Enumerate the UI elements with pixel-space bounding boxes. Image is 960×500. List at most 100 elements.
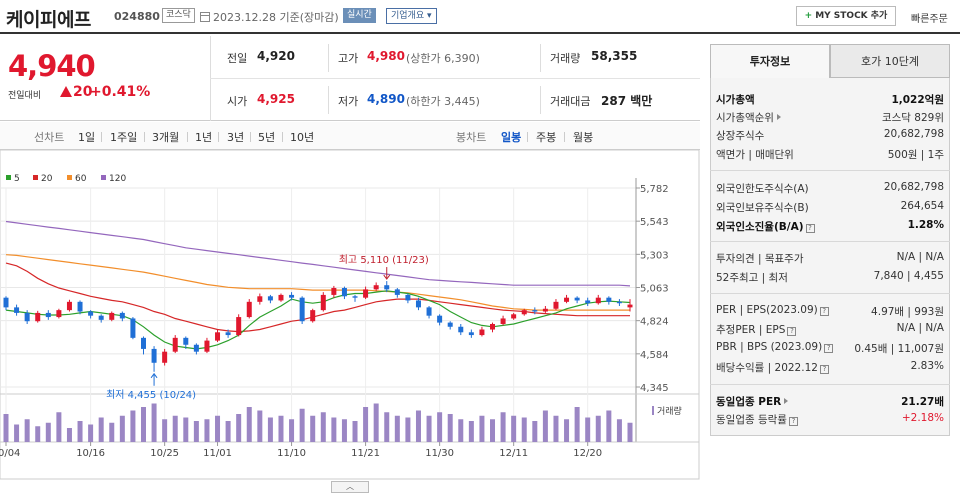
candle-body xyxy=(394,289,400,295)
investment-info-panel: 투자정보 호가 10단계 시가총액 1,022억원 시가총액순위 코스닥 829위 상장… xyxy=(710,44,950,436)
candle-body xyxy=(193,344,199,352)
period-3y[interactable]: 3년 xyxy=(227,131,245,144)
volume-bar xyxy=(627,422,633,442)
collapse-chart-button[interactable]: ︿ xyxy=(331,481,369,493)
candle-body xyxy=(299,297,305,322)
candle-body xyxy=(564,297,570,302)
info-row: 외국인한도주식수(A) 20,682,798 xyxy=(716,181,944,199)
period-10y[interactable]: 10년 xyxy=(290,131,315,144)
volume-bar xyxy=(500,412,506,442)
info-value: 264,654 xyxy=(900,200,944,212)
y-tick-label: 5,303 xyxy=(640,250,669,261)
corp-info-dropdown[interactable]: 기업개요 ▾ xyxy=(386,8,437,24)
open-value: 4,925 xyxy=(257,92,295,106)
legend-swatch xyxy=(67,175,72,180)
period-1y[interactable]: 1년 xyxy=(195,131,213,144)
info-label: 시가총액순위 xyxy=(716,110,781,125)
section-divider xyxy=(710,241,950,242)
candle-body xyxy=(426,307,432,316)
candle-chart-label: 봉차트 xyxy=(456,131,487,144)
help-icon[interactable]: ? xyxy=(824,344,834,353)
period-5y[interactable]: 5년 xyxy=(258,131,276,144)
ma-line-60 xyxy=(5,254,630,311)
stock-header: 케이피에프 024880 코스닥 2023.12.28 기준(장마감) 실시간 … xyxy=(0,0,960,34)
ma-line-120 xyxy=(5,220,631,287)
info-value: 20,682,798 xyxy=(883,181,944,193)
volume-bar xyxy=(109,422,115,442)
price-change: 20 xyxy=(60,84,92,100)
x-tick-label: 10/16 xyxy=(76,448,105,459)
volume-bar xyxy=(98,417,104,442)
tab-investment-info[interactable]: 투자정보 xyxy=(710,44,830,78)
candle-body xyxy=(363,289,369,298)
candle-body xyxy=(490,323,496,330)
volume-bar xyxy=(193,421,199,442)
volume-bar xyxy=(45,422,51,442)
help-icon[interactable]: ? xyxy=(819,365,829,374)
volume-bar xyxy=(352,421,358,442)
candle-body xyxy=(183,337,189,345)
quick-order-link[interactable]: 빠른주문 xyxy=(911,14,948,25)
quote-date: 2023.12.28 기준(장마감) xyxy=(200,9,339,25)
tab-order-book[interactable]: 호가 10단계 xyxy=(830,44,950,78)
period-1d[interactable]: 1일 xyxy=(78,131,96,144)
info-arrow-icon[interactable] xyxy=(776,114,781,120)
stock-code: 024880 xyxy=(114,10,160,23)
candle-body xyxy=(225,332,231,336)
info-label: 상장주식수 xyxy=(716,130,765,142)
candle-daily[interactable]: 일봉 xyxy=(501,131,522,144)
legend-label: 60 xyxy=(75,174,87,184)
volume-bar xyxy=(257,410,263,442)
info-row: 52주최고 | 최저 7,840 | 4,455 xyxy=(716,270,944,288)
stock-chart[interactable]: 5,782 5,543 5,303 5,063 4,824 4,584 4,345 10/04… xyxy=(0,150,700,480)
candle-body xyxy=(553,301,559,309)
volume-bar xyxy=(616,419,622,442)
candle-body xyxy=(278,294,284,301)
info-label: 배당수익률 | 2022.12? xyxy=(716,360,829,375)
candle-weekly[interactable]: 주봉 xyxy=(536,131,557,144)
candle-body xyxy=(236,317,242,336)
volume-bar xyxy=(384,412,390,442)
help-icon[interactable]: ? xyxy=(805,224,815,233)
info-arrow-icon[interactable] xyxy=(784,398,789,404)
x-tick-label: 10/25 xyxy=(150,448,179,459)
x-tick-label: 12/11 xyxy=(499,448,528,459)
realtime-button[interactable]: 실시간 xyxy=(343,8,376,23)
candle-body xyxy=(521,310,527,315)
high-annotation: 최고 5,110 (11/23) xyxy=(339,254,429,266)
period-3m[interactable]: 3개월 xyxy=(152,131,180,144)
period-1w[interactable]: 1주일 xyxy=(110,131,138,144)
info-row: 투자의견 | 목표주가 N/A | N/A xyxy=(716,251,944,269)
info-label: 투자의견 | 목표주가 xyxy=(716,253,804,265)
volume-bar xyxy=(468,421,474,442)
divider xyxy=(210,78,700,79)
add-mystock-button[interactable]: + MY STOCK 추가 xyxy=(796,6,896,26)
calendar-icon xyxy=(200,12,210,22)
candle-body xyxy=(66,301,72,311)
info-row: 외국인보유주식수(B) 264,654 xyxy=(716,200,944,218)
volume-bar xyxy=(532,421,538,442)
help-icon[interactable]: ? xyxy=(819,307,829,316)
candle-body xyxy=(14,307,20,313)
info-label: 외국인한도주식수(A) xyxy=(716,183,809,195)
price-summary: 4,940 전일대비 20 +0.41% 전일 4,920 고가 4,980 (… xyxy=(0,36,700,121)
candle-body xyxy=(479,329,485,336)
candle-body xyxy=(500,318,506,324)
info-label: 시가총액 xyxy=(716,94,755,106)
info-value: 21.27배 xyxy=(901,396,944,408)
info-label: PER | EPS(2023.09)? xyxy=(716,304,829,316)
candle-monthly[interactable]: 월봉 xyxy=(573,131,594,144)
candle-body xyxy=(172,337,178,352)
prev-close-label: 전일 xyxy=(227,52,248,65)
x-tick-label: 11/21 xyxy=(351,448,380,459)
help-icon[interactable]: ? xyxy=(788,417,798,426)
volume-bar xyxy=(394,415,400,442)
high-label: 고가 xyxy=(338,52,359,65)
y-tick-label: 5,063 xyxy=(640,284,669,295)
candle-body xyxy=(45,312,51,318)
info-row: 동일업종 PER 21.27배 xyxy=(716,394,944,412)
help-icon[interactable]: ? xyxy=(787,327,797,336)
divider xyxy=(328,86,329,114)
section-divider xyxy=(710,384,950,385)
volume-bar xyxy=(437,412,443,442)
